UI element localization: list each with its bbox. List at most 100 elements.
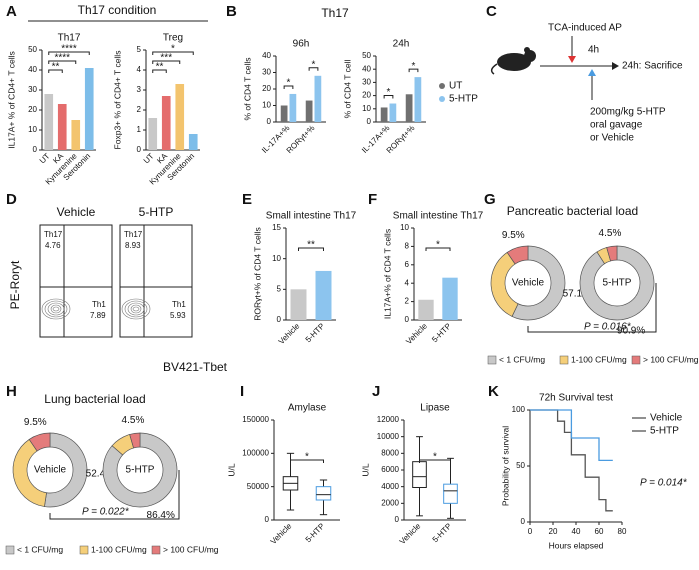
- bar: [175, 84, 185, 150]
- value-label: 52.4%: [86, 468, 114, 479]
- x-tick-label: 40: [572, 527, 581, 536]
- x-axis-label: Hours elapsed: [549, 540, 604, 550]
- donut-segment: [506, 245, 529, 265]
- y-tick-label: 0: [267, 117, 272, 126]
- x-tick-label: UT: [142, 151, 156, 165]
- box: [443, 483, 458, 504]
- donut-segment: [606, 245, 618, 262]
- significance-bracket: [152, 60, 181, 64]
- legend-label: 5-HTP: [650, 426, 679, 437]
- p-value: P = 0.016*: [584, 322, 632, 333]
- significance-label: *: [287, 78, 291, 89]
- x-tick-label: 5-HTP: [304, 522, 327, 545]
- significance-label: ****: [54, 53, 70, 64]
- legend-swatch: [79, 545, 89, 555]
- y-tick-label: 6000: [381, 465, 399, 474]
- y-axis-label: IL17A+% of CD4 T cells: [382, 229, 392, 319]
- y-tick-label: 20: [362, 91, 371, 100]
- bar: [380, 107, 388, 122]
- event-label: TCA-induced AP: [548, 23, 622, 34]
- value-label: 9.5%: [24, 417, 47, 428]
- bar: [418, 299, 434, 320]
- interval-label: 4h: [588, 45, 599, 56]
- box: [412, 461, 427, 488]
- contour: [41, 298, 71, 320]
- chart-title: Small intestine Th17: [393, 211, 484, 222]
- y-tick-label: 10: [400, 223, 409, 232]
- chart-title: 96h: [293, 39, 310, 50]
- x-tick-label: Vehicle: [277, 321, 302, 346]
- value-label: 4.5%: [599, 228, 622, 239]
- chart-title: Treg: [163, 33, 183, 44]
- contour: [52, 306, 60, 312]
- chart-title: Pancreatic bacterial load: [507, 204, 638, 218]
- bar: [414, 77, 422, 122]
- x-tick-label: 20: [549, 527, 558, 536]
- y-tick-label: 30: [262, 68, 271, 77]
- significance-label: *: [305, 452, 309, 463]
- chart-title: 24h: [393, 39, 410, 50]
- arrow-head: [612, 62, 619, 70]
- th17-label: Th17: [124, 230, 143, 239]
- y-axis-label: U/L: [360, 463, 370, 477]
- bar: [289, 93, 297, 122]
- legend-label: > 100 CFU/mg: [643, 354, 699, 364]
- flow-title: 5-HTP: [139, 205, 174, 219]
- legend-swatch: [559, 355, 569, 365]
- donut-segment: [102, 432, 178, 508]
- arrow-head: [568, 56, 576, 63]
- contour: [44, 300, 68, 318]
- y-tick-label: 6: [405, 260, 410, 269]
- legend-label: 1-100 CFU/mg: [571, 354, 627, 364]
- legend-swatch: [5, 545, 15, 555]
- y-axis-label: IL17A+ % of CD4+ T cells: [6, 51, 16, 149]
- y-tick-label: 12000: [377, 415, 400, 424]
- significance-label: *: [436, 240, 440, 251]
- donut-segment: [44, 432, 88, 508]
- significance-label: *: [387, 87, 391, 98]
- significance-bracket: [48, 51, 90, 55]
- donut-segment: [579, 245, 655, 321]
- panel-letter: J: [372, 383, 380, 400]
- flow-plot-frame: [119, 224, 193, 338]
- significance-bracket: [48, 69, 63, 73]
- treatment-label: oral gavage: [590, 120, 643, 131]
- contour: [124, 300, 148, 318]
- significance-bracket: [290, 459, 324, 463]
- y-axis-label: Foxp3+ % of CD4+ T cells: [112, 51, 122, 150]
- bar: [44, 94, 54, 150]
- legend-dot: [439, 96, 445, 102]
- significance-label: **: [307, 240, 315, 251]
- end-label: 24h: Sacrifice: [622, 61, 683, 72]
- th17-value: 4.76: [45, 241, 61, 250]
- y-tick-label: 4: [137, 65, 142, 74]
- arrow-head: [588, 69, 596, 76]
- y-tick-label: 0: [521, 517, 526, 526]
- y-axis-label: RORγt+% of CD4 T cells: [252, 227, 262, 320]
- donut-segment: [28, 432, 51, 452]
- y-tick-label: 10: [262, 101, 271, 110]
- x-tick-label: 0: [528, 527, 533, 536]
- y-tick-label: 1: [137, 125, 142, 134]
- y-tick-label: 5: [137, 45, 142, 54]
- y-tick-label: 100: [512, 405, 526, 414]
- bar: [315, 270, 332, 320]
- y-axis-label: % of CD4 T cells: [242, 58, 252, 121]
- th17-value: 8.93: [125, 241, 141, 250]
- y-tick-label: 2: [405, 297, 410, 306]
- value-label: 57.1%: [563, 289, 591, 300]
- chart-title: 72h Survival test: [539, 393, 613, 404]
- x-tick-label: 80: [618, 527, 627, 536]
- y-tick-label: 20: [262, 84, 271, 93]
- mouse-icon: [490, 47, 536, 75]
- bar: [280, 105, 288, 122]
- panel-letter: C: [486, 3, 497, 20]
- x-tick-label: Vehicle: [398, 521, 423, 546]
- th1-value: 5.93: [170, 311, 186, 320]
- y-tick-label: 50: [362, 51, 371, 60]
- box: [315, 486, 332, 501]
- bar: [314, 75, 322, 122]
- donut-center-label: 5-HTP: [126, 465, 155, 476]
- legend-dot: [439, 83, 445, 89]
